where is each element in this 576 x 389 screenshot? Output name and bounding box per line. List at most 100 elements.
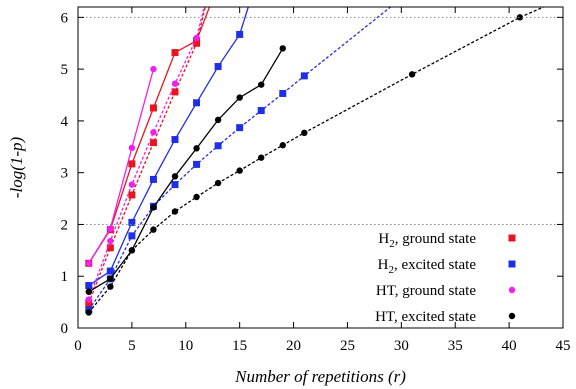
x-tick-label-10: 10 [178,338,193,354]
series-3-dashed-point-7 [236,167,243,174]
series-1-solid-line [88,7,249,287]
series-1-solid-point-2 [128,218,136,226]
series-3-dashed-point-6 [214,179,222,187]
series-3-dashed-point-1 [107,283,114,290]
series-0-solid-point-2 [128,160,136,168]
reference-lines [78,16,563,225]
series-0 [85,7,211,307]
series-1-dashed-point-7 [236,124,244,132]
legend-label-0: H2, ground state [378,231,476,250]
series-0-dashed-point-2 [128,191,136,199]
series-1-dashed-point-4 [171,181,179,189]
legend-label-1: H2, excited state [378,257,477,276]
legend-marker-1 [508,260,516,268]
series-1 [85,7,391,314]
legend-label-2: HT, ground state [376,283,476,299]
series-3-dashed-point-0 [85,309,92,316]
series-0-dashed-point-1 [106,244,114,252]
legend: H2, ground state H2, excited state HT, gro… [375,231,516,325]
y-tick-label-1: 1 [61,269,69,285]
series-1-dashed-point-6 [214,142,222,150]
series-1-dashed-point-5 [193,160,201,168]
series-1-dashed-point-10 [300,72,308,80]
series-3-solid-point-1 [107,275,114,283]
series-2-solid-line [88,68,155,264]
y-tick-label-0: 0 [61,321,69,337]
y-tick-label-5: 5 [61,62,69,78]
series-1-solid-point-1 [106,267,114,275]
series-2-dashed-point-2 [128,181,136,188]
series-3-solid-point-0 [85,288,92,295]
x-tick-label-45: 45 [556,338,571,354]
series-2-solid-point-1 [107,225,114,232]
series-2-dashed-point-5 [193,34,200,42]
series-1-solid-point-0 [85,282,93,290]
series-3-dashed-point-5 [193,193,200,201]
series-1-solid-point-3 [149,175,157,183]
series-3-solid-point-2 [128,247,136,254]
series-3-dashed-point-10 [301,129,308,137]
series-1-solid-point-5 [193,99,201,107]
series-3-dashed-point-12 [516,14,524,21]
series-0-solid-point-4 [171,49,179,57]
series-1-solid-point-7 [236,30,244,38]
series-3-solid-point-6 [214,116,222,124]
x-tick-label-25: 25 [340,338,355,354]
axis-ticks [77,7,564,329]
series-0-dashed-line [88,7,206,304]
series-3-dashed-point-8 [258,154,265,161]
series-2 [85,7,205,303]
y-tick-label-4: 4 [61,114,69,130]
series-3-dashed-point-4 [171,208,179,215]
series-0-dashed-point-3 [149,139,157,147]
series-3-dashed-point-11 [408,71,416,78]
series-3-solid-line [88,48,284,293]
y-tick-label-3: 3 [61,166,69,182]
series-2-dashed-point-0 [85,296,92,303]
x-tick-label-20: 20 [286,338,301,354]
series-1-solid-point-6 [214,63,222,71]
y-tick-label-6: 6 [61,10,69,26]
series-2-dashed-line [88,7,205,300]
series-3-solid-point-4 [171,173,179,180]
plot-frame [77,6,564,329]
series-2-solid-point-3 [150,65,157,73]
series-3-solid-point-7 [236,94,243,101]
legend-marker-0 [508,234,516,242]
legend-marker-3 [508,312,516,320]
series-3-dashed-point-9 [279,142,286,149]
series-2-dashed-point-4 [171,80,179,87]
series-2-dashed-point-3 [150,129,157,136]
x-tick-label-5: 5 [128,338,136,354]
series-2-solid-point-2 [128,144,136,152]
y-tick-label-2: 2 [61,217,69,233]
series-1-dashed-line [88,7,391,311]
series-2-solid-point-0 [85,260,92,267]
series-3-dashed-point-3 [150,226,157,233]
series-3-solid-point-8 [258,81,265,88]
series-3 [85,7,544,316]
legend-label-3: HT, excited state [375,309,476,325]
series-1-solid-point-4 [171,136,179,144]
series-1-dashed-point-8 [257,107,265,115]
series-3-solid-point-3 [150,204,157,211]
series-3-solid-point-9 [279,45,286,52]
x-tick-label-40: 40 [502,338,517,354]
series-0-dashed-point-0 [85,299,93,307]
x-tick-label-35: 35 [448,338,463,354]
x-tick-label-15: 15 [232,338,247,354]
y-axis-label: -log(1-p) [7,136,26,198]
series-2-dashed-point-1 [107,237,114,245]
legend-marker-2 [508,286,516,294]
series-1-dashed-point-9 [279,89,287,97]
x-tick-label-0: 0 [74,338,82,354]
series-0-dashed-point-4 [171,88,179,96]
x-axis-label: Number of repetitions (r) [234,367,406,386]
series-0-solid-point-3 [149,104,157,112]
series-3-dashed-line [88,7,544,313]
series-1-dashed-point-2 [128,232,136,240]
series-3-solid-point-5 [193,145,200,152]
x-tick-label-30: 30 [394,338,409,354]
